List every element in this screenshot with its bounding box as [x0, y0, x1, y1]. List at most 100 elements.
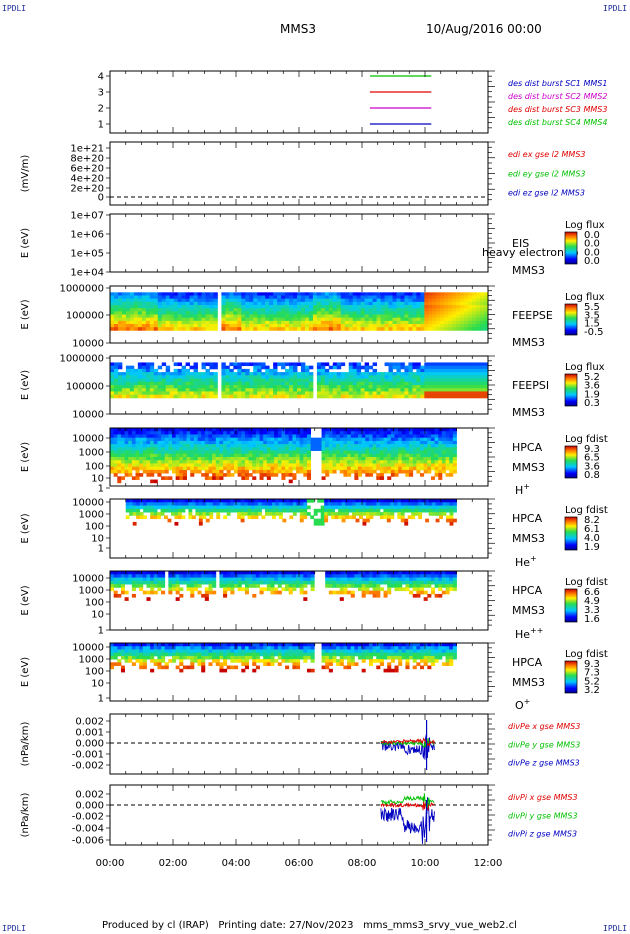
spectrogram-cell [344, 320, 350, 325]
spectrogram-cell [390, 457, 395, 461]
spectrogram-cell [361, 649, 366, 654]
spectrogram-cell [190, 659, 195, 663]
spectrogram-cell [321, 469, 326, 474]
spectrogram-cell [173, 292, 179, 296]
spectrogram-cell [304, 375, 310, 379]
spectrogram-cell [348, 365, 354, 370]
spectrogram-cell [252, 580, 257, 585]
spectrogram-cell [434, 466, 439, 471]
spectrogram-cell [249, 324, 254, 328]
spectrogram-cell [117, 388, 123, 392]
spectrogram-cell [281, 372, 286, 376]
spectrogram-cell [418, 515, 423, 520]
spectrogram-cell [141, 320, 147, 325]
spectrogram-cell [197, 292, 202, 296]
spectrogram-cell [131, 453, 136, 458]
spectrogram-cell [182, 437, 187, 442]
spectrogram-cell [401, 447, 406, 451]
spectrogram-cell [292, 502, 297, 506]
spectrogram-cell [412, 327, 417, 331]
spectrogram-cell [299, 447, 304, 451]
spectrogram-cell [432, 308, 437, 312]
spectrogram-cell [308, 388, 314, 392]
spectrogram-cell [266, 431, 271, 435]
spectrogram-cell [164, 434, 169, 439]
spectrogram-cell [248, 437, 253, 442]
spectrogram-cell [121, 388, 127, 392]
spectrogram-cell [476, 388, 481, 392]
spectrogram-cell [266, 655, 271, 660]
spectrogram-cell [212, 659, 217, 663]
spectrogram-cell [354, 476, 359, 480]
spectrogram-cell [113, 292, 119, 296]
spectrogram-cell [139, 444, 144, 448]
spectrogram-cell [125, 295, 131, 300]
spectrogram-cell [372, 577, 377, 582]
spectrogram-cell [288, 574, 293, 578]
spectrogram-cell [423, 440, 428, 445]
spectrogram-cell [340, 308, 346, 312]
spectrogram-cell [266, 469, 271, 474]
spectrogram-cell [343, 584, 348, 588]
spectrogram-cell [234, 659, 239, 663]
spectrogram-cell [376, 590, 381, 595]
spectrogram-cell [324, 292, 330, 296]
spectrogram-cell [303, 457, 308, 461]
spectrogram-cell [197, 394, 202, 399]
spectrogram-cell [124, 440, 129, 445]
spectrogram-cell [480, 362, 485, 367]
spectrogram-cell [133, 385, 139, 389]
spectrogram-cell [190, 463, 195, 468]
spectrogram-cell [372, 308, 377, 312]
spectrogram-cell [364, 311, 370, 315]
spectrogram-cell [472, 372, 477, 376]
spectrogram-cell [339, 580, 344, 585]
spectrogram-cell [476, 368, 481, 373]
spectrogram-cell [245, 388, 250, 392]
spectrogram-cell [348, 308, 354, 312]
spectrogram-cell [269, 320, 274, 325]
spectrogram-cell [153, 320, 159, 325]
spectrogram-cell [157, 385, 163, 389]
spectrogram-cell [464, 368, 469, 373]
spectrogram-cell [364, 391, 370, 396]
spectrogram-cell [372, 368, 377, 373]
spectrogram-cell [110, 469, 115, 474]
spectrogram-cell [257, 391, 262, 396]
spectrogram-cell [350, 643, 355, 647]
spectrogram-cell [274, 659, 279, 663]
spectrogram-cell [285, 375, 290, 379]
spectrogram-cell [149, 308, 155, 312]
spectrogram-cell [304, 385, 310, 389]
spectrogram-cell [233, 508, 238, 513]
spectrogram-cell [308, 381, 314, 386]
spectrogram-cell [190, 473, 195, 477]
spectrogram-cell [320, 505, 325, 510]
spectrogram-cell [310, 447, 315, 451]
spectrogram-cell [444, 292, 449, 296]
spectrogram-cell [460, 391, 465, 396]
spectrogram-cell [245, 394, 250, 399]
spectrogram-cell [135, 457, 140, 461]
spectrogram-cell [189, 317, 194, 322]
spectrogram-cell [292, 662, 297, 666]
spectrogram-cell [352, 388, 358, 392]
spectrogram-cell [124, 431, 129, 435]
spectrogram-cell [110, 587, 115, 592]
spectrogram-cell [266, 584, 271, 588]
spectrogram-cell [343, 469, 348, 474]
spectrogram-cell [289, 502, 294, 506]
spectrogram-cell [380, 305, 385, 309]
spectrogram-cell [420, 368, 425, 373]
spectrogram-cell [201, 668, 206, 673]
spectrogram-cell [201, 434, 206, 439]
spectrogram-cell [110, 460, 115, 464]
spectrogram-cell [120, 476, 125, 480]
spectrogram-cell [445, 580, 450, 585]
spectrogram-cell [408, 391, 413, 396]
spectrogram-cell [292, 450, 297, 455]
spectrogram-cell [446, 508, 450, 513]
spectrogram-cell [120, 453, 125, 458]
spectrogram-cell [306, 444, 312, 448]
spectrogram-cell [299, 428, 304, 432]
